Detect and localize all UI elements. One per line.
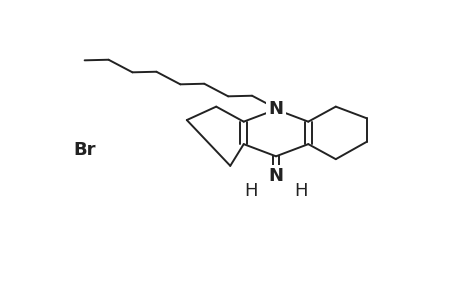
- Text: H: H: [294, 182, 308, 200]
- Text: H: H: [243, 182, 257, 200]
- Text: Br: Br: [74, 141, 96, 159]
- Text: N: N: [268, 167, 283, 185]
- Text: ⊕: ⊕: [271, 167, 280, 176]
- Text: N: N: [268, 100, 283, 118]
- Text: −: −: [84, 137, 95, 150]
